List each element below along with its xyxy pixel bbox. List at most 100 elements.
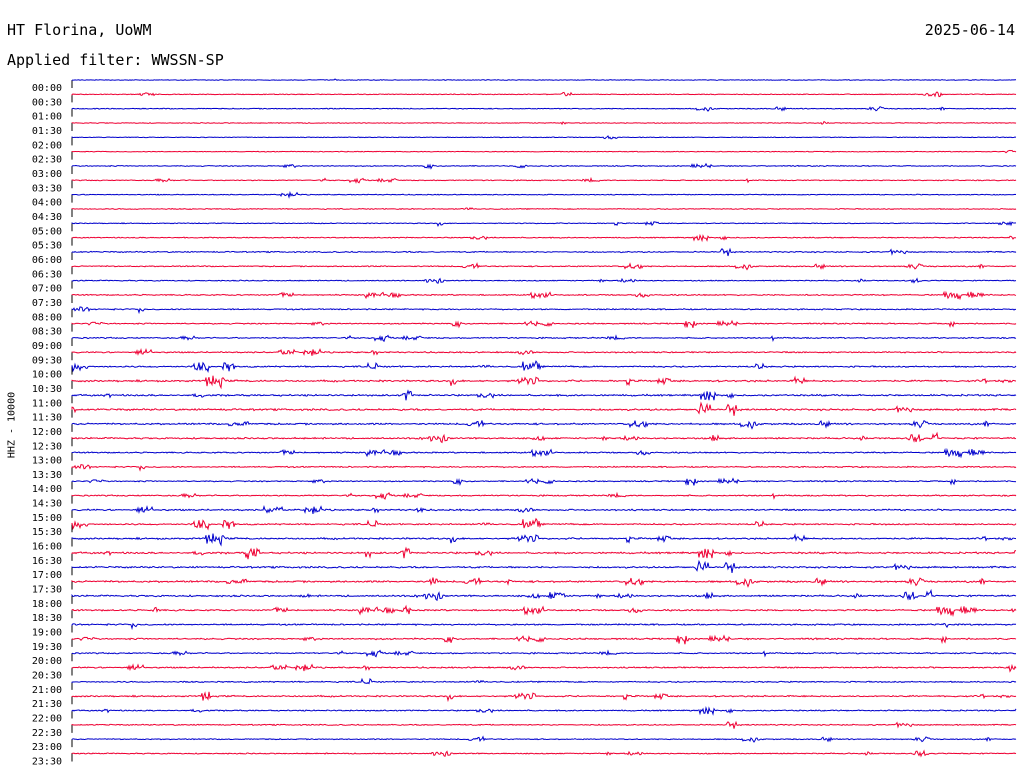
trace-line xyxy=(71,517,1017,531)
trace-line xyxy=(71,663,1017,673)
time-tick-label: 23:30 xyxy=(32,757,62,768)
trace-line xyxy=(71,162,1017,170)
time-tick-label: 04:00 xyxy=(32,198,62,209)
time-tick-label: 16:30 xyxy=(32,556,62,567)
time-tick-label: 19:30 xyxy=(32,642,62,653)
time-tick-label: 11:00 xyxy=(32,398,62,409)
time-tick-label: 03:00 xyxy=(32,169,62,180)
trace-line xyxy=(71,749,1017,758)
trace-line xyxy=(71,176,1017,184)
trace-line xyxy=(71,691,1017,703)
trace-line xyxy=(71,447,1017,459)
trace-line xyxy=(71,491,1017,500)
tick-label-group: 00:00 00:30 01:00 01:30 02:00 02:30 03:00 03:30… xyxy=(32,83,62,768)
trace-line xyxy=(71,649,1017,658)
trace-line xyxy=(71,190,1017,199)
time-tick-label: 00:00 xyxy=(32,83,62,94)
time-tick-label: 20:00 xyxy=(32,656,62,667)
time-tick-label: 16:00 xyxy=(32,542,62,553)
trace-line xyxy=(71,306,1017,315)
trace-line xyxy=(71,319,1017,329)
time-tick-label: 17:00 xyxy=(32,570,62,581)
time-tick-label: 11:30 xyxy=(32,413,62,424)
time-tick-label: 04:30 xyxy=(32,212,62,223)
time-tick-label: 13:00 xyxy=(32,456,62,467)
time-tick-label: 07:30 xyxy=(32,298,62,309)
time-tick-label: 23:00 xyxy=(32,742,62,753)
trace-line xyxy=(71,720,1017,729)
trace-line xyxy=(71,705,1017,716)
trace-group xyxy=(71,78,1017,762)
trace-line xyxy=(71,233,1017,243)
time-tick-label: 05:30 xyxy=(32,241,62,252)
time-tick-label: 10:30 xyxy=(32,384,62,395)
trace-line xyxy=(71,389,1017,401)
trace-line xyxy=(71,464,1017,472)
trace-line xyxy=(71,290,1017,301)
trace-line xyxy=(71,431,1017,444)
trace-line xyxy=(71,622,1017,631)
trace-line xyxy=(71,634,1017,645)
time-tick-label: 17:30 xyxy=(32,585,62,596)
time-tick-label: 09:00 xyxy=(32,341,62,352)
trace-line xyxy=(71,533,1017,547)
time-tick-label: 22:30 xyxy=(32,728,62,739)
time-tick-label: 07:00 xyxy=(32,284,62,295)
trace-line xyxy=(71,262,1017,271)
trace-line xyxy=(71,588,1017,602)
trace-line xyxy=(71,577,1017,588)
time-tick-label: 03:30 xyxy=(32,183,62,194)
time-tick-label: 02:00 xyxy=(32,140,62,151)
trace-line xyxy=(71,135,1017,140)
trace-line xyxy=(71,91,1017,98)
time-tick-label: 12:00 xyxy=(32,427,62,438)
trace-line xyxy=(71,149,1017,154)
trace-line xyxy=(71,207,1017,211)
time-tick-label: 20:30 xyxy=(32,671,62,682)
trace-line xyxy=(71,375,1017,390)
trace-line xyxy=(71,247,1017,257)
trace-line xyxy=(71,546,1017,560)
date-label: 2025-06-14 xyxy=(924,21,1015,39)
time-tick-label: 22:00 xyxy=(32,714,62,725)
time-tick-label: 13:30 xyxy=(32,470,62,481)
trace-line xyxy=(71,334,1017,343)
time-tick-label: 15:00 xyxy=(32,513,62,524)
time-tick-label: 02:30 xyxy=(32,155,62,166)
time-tick-label: 15:30 xyxy=(32,527,62,538)
trace-line xyxy=(71,106,1017,112)
time-tick-label: 12:30 xyxy=(32,441,62,452)
trace-line xyxy=(71,735,1017,743)
trace-line xyxy=(71,559,1017,574)
trace-line xyxy=(71,347,1017,356)
time-tick-label: 06:30 xyxy=(32,269,62,280)
time-tick-label: 06:00 xyxy=(32,255,62,266)
time-tick-label: 18:00 xyxy=(32,599,62,610)
trace-line xyxy=(71,360,1017,373)
trace-line xyxy=(71,677,1017,685)
time-tick-label: 21:30 xyxy=(32,699,62,710)
time-tick-label: 19:00 xyxy=(32,628,62,639)
time-tick-label: 08:00 xyxy=(32,312,62,323)
trace-line xyxy=(71,477,1017,487)
time-tick-label: 14:00 xyxy=(32,484,62,495)
time-tick-label: 01:30 xyxy=(32,126,62,137)
station-title: HT Florina, UoWM xyxy=(7,21,152,39)
time-tick-label: 21:00 xyxy=(32,685,62,696)
trace-line xyxy=(71,220,1017,227)
trace-line xyxy=(71,505,1017,514)
trace-line xyxy=(71,78,1017,81)
time-tick-label: 00:30 xyxy=(32,97,62,108)
time-tick-label: 05:00 xyxy=(32,226,62,237)
filter-label: Applied filter: WWSSN-SP xyxy=(7,51,224,69)
time-tick-label: 10:00 xyxy=(32,370,62,381)
trace-line xyxy=(71,604,1017,617)
trace-line xyxy=(71,401,1017,416)
time-tick-label: 18:30 xyxy=(32,613,62,624)
time-tick-label: 08:30 xyxy=(32,327,62,338)
time-tick-label: 09:30 xyxy=(32,355,62,366)
trace-line xyxy=(71,419,1017,430)
time-tick-label: 01:00 xyxy=(32,112,62,123)
time-tick-label: 14:30 xyxy=(32,499,62,510)
